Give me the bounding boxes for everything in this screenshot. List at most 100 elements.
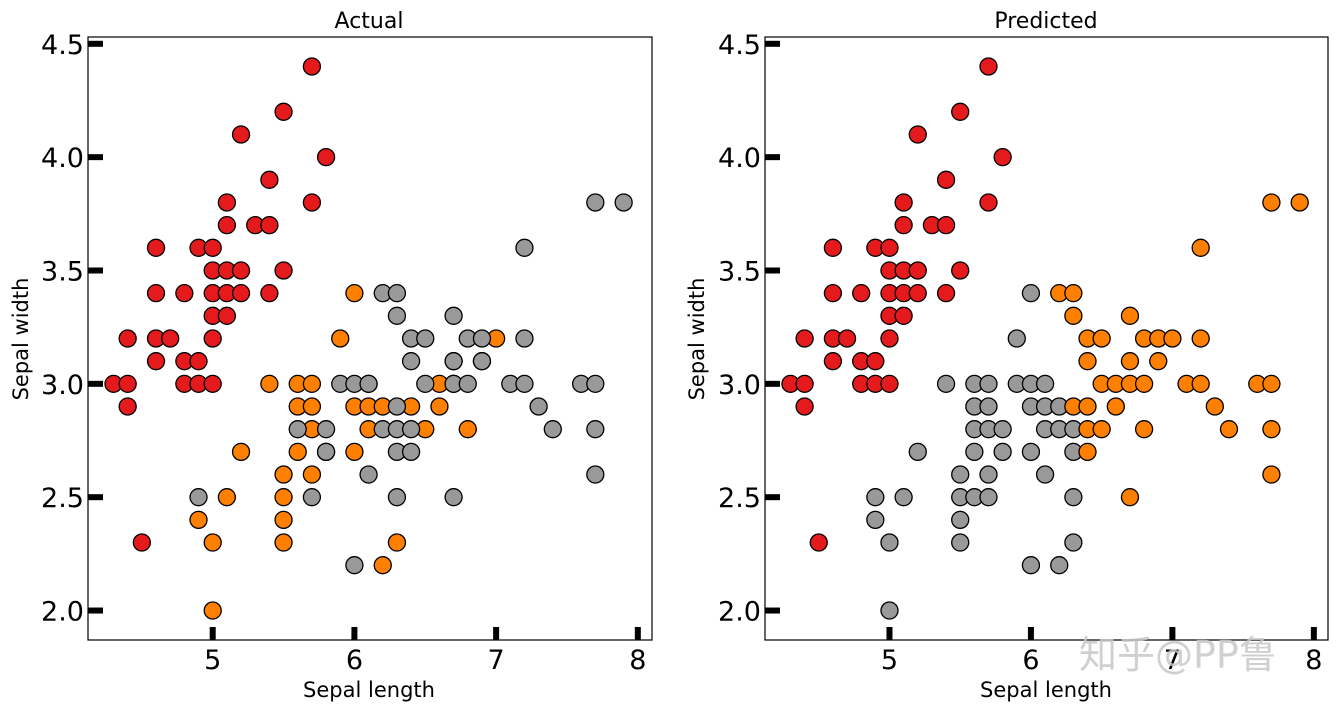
scatter-point xyxy=(614,193,633,212)
scatter-point xyxy=(1064,306,1083,325)
scatter-point xyxy=(1021,556,1041,575)
scatter-point xyxy=(936,284,956,303)
scatter-point xyxy=(894,306,913,325)
scatter-point xyxy=(795,374,814,393)
scatter-point xyxy=(979,193,998,212)
y-tick-label: 4.0 xyxy=(718,143,761,174)
scatter-point xyxy=(458,374,477,393)
scatter-point xyxy=(274,261,293,280)
scatter-point xyxy=(274,488,293,507)
scatter-point xyxy=(203,533,222,552)
scatter-point xyxy=(472,329,492,348)
scatter-point xyxy=(1290,193,1309,212)
scatter-point xyxy=(908,261,927,280)
scatter-point xyxy=(1191,374,1210,393)
scatter-point xyxy=(586,374,605,393)
scatter-point xyxy=(1035,374,1055,393)
scatter-point xyxy=(444,306,463,325)
x-tick-label: 6 xyxy=(1022,645,1039,676)
scatter-point xyxy=(387,284,407,303)
scatter-point xyxy=(1007,329,1026,348)
scatter-point xyxy=(175,284,194,303)
scatter-point xyxy=(515,329,534,348)
chart-title: Predicted xyxy=(994,9,1097,34)
scatter-point xyxy=(1092,329,1111,348)
scatter-point xyxy=(1120,306,1140,325)
plot-frame xyxy=(764,36,1329,641)
scatter-point xyxy=(217,306,237,325)
scatter-point xyxy=(1035,465,1055,484)
scatter-point xyxy=(852,284,871,303)
scatter-point xyxy=(387,533,407,552)
scatter-point xyxy=(146,352,166,371)
x-tick-label: 6 xyxy=(346,645,363,676)
y-tick-label: 3.5 xyxy=(718,256,761,287)
scatter-point xyxy=(458,420,477,439)
scatter-point xyxy=(231,261,251,280)
scatter-point xyxy=(1064,488,1083,507)
scatter-point xyxy=(880,601,899,620)
scatter-point xyxy=(373,556,392,575)
scatter-point xyxy=(203,329,222,348)
scatter-point xyxy=(118,329,137,348)
scatter-point xyxy=(217,216,237,235)
scatter-point xyxy=(894,488,913,507)
scatter-point xyxy=(993,420,1012,439)
subplot-actual: Actual 2.0 2.5 3.0 3.5 4.0 4.5 5 6 7 8 Sepal len… xyxy=(9,9,653,702)
scatter-point xyxy=(472,352,492,371)
scatter-point xyxy=(401,352,421,371)
scatter-point xyxy=(1205,397,1224,416)
scatter-point xyxy=(331,329,350,348)
scatter-point xyxy=(979,465,998,484)
scatter-point xyxy=(316,420,336,439)
scatter-point xyxy=(274,533,293,552)
scatter-point xyxy=(880,374,899,393)
scatter-point xyxy=(993,147,1012,167)
scatter-point xyxy=(880,533,899,552)
y-axis-label: Sepal width xyxy=(9,278,33,401)
scatter-point xyxy=(1021,284,1041,303)
scatter-point xyxy=(951,465,970,484)
scatter-point xyxy=(837,329,857,348)
scatter-point xyxy=(401,420,421,439)
scatter-point xyxy=(1149,352,1168,371)
scatter-point xyxy=(231,442,251,461)
scatter-point xyxy=(951,102,970,121)
chart-title: Actual xyxy=(335,9,404,34)
scatter-point xyxy=(809,533,828,552)
x-axis-label: Sepal length xyxy=(980,678,1112,702)
scatter-point xyxy=(936,374,956,393)
scatter-point xyxy=(302,488,322,507)
x-tick-label: 8 xyxy=(629,645,646,676)
scatter-point xyxy=(118,397,137,416)
scatter-point xyxy=(1262,193,1281,212)
scatter-point xyxy=(1050,556,1069,575)
scatter-point xyxy=(823,284,843,303)
scatter-point xyxy=(302,397,322,416)
scatter-point xyxy=(387,397,407,416)
y-axis-label: Sepal width xyxy=(685,278,709,401)
scatter-point xyxy=(302,374,322,393)
scatter-point xyxy=(515,374,534,393)
y-tick-label: 2.0 xyxy=(41,597,84,628)
scatter-point xyxy=(1106,397,1125,416)
scatter-point xyxy=(1163,329,1182,348)
scatter-point xyxy=(1191,238,1210,257)
scatter-point xyxy=(1120,352,1140,371)
scatter-point xyxy=(231,125,251,144)
scatter-point xyxy=(274,465,293,484)
scatter-point xyxy=(401,442,421,461)
scatter-point xyxy=(430,397,449,416)
scatter-point xyxy=(1191,329,1210,348)
scatter-point xyxy=(260,170,279,189)
scatter-point xyxy=(260,216,279,235)
scatter-point xyxy=(979,488,998,507)
scatter-point xyxy=(1134,420,1154,439)
scatter-point xyxy=(951,533,970,552)
scatter-point xyxy=(444,488,463,507)
scatter-point xyxy=(146,238,166,257)
x-tick-label: 5 xyxy=(881,645,898,676)
subplot-predicted: Predicted 2.0 2.5 3.0 3.5 4.0 4.5 5 6 7 8 Sepal … xyxy=(685,9,1329,702)
scatter-point xyxy=(1134,374,1154,393)
